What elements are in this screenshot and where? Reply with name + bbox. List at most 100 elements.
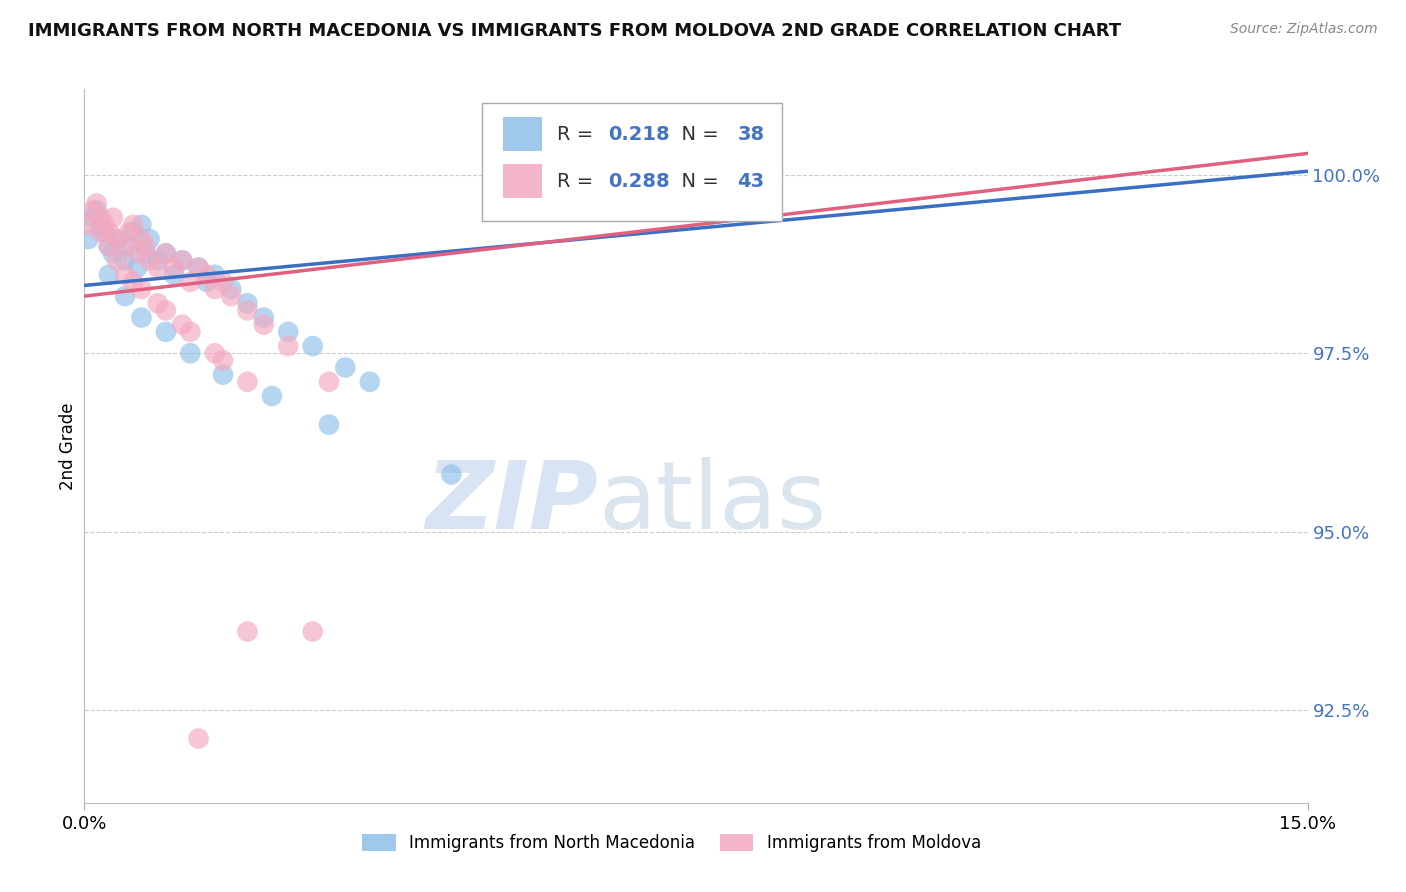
Point bbox=[172, 253, 194, 268]
Point bbox=[114, 289, 136, 303]
Point bbox=[118, 225, 141, 239]
Text: 38: 38 bbox=[738, 125, 765, 144]
Point bbox=[97, 239, 120, 253]
Point bbox=[86, 203, 108, 218]
Point bbox=[131, 218, 153, 232]
Point bbox=[90, 211, 112, 225]
Point bbox=[101, 211, 124, 225]
Point bbox=[77, 218, 100, 232]
Point bbox=[131, 232, 153, 246]
Point bbox=[101, 246, 124, 260]
Text: 0.288: 0.288 bbox=[607, 172, 669, 192]
Point bbox=[172, 253, 194, 268]
FancyBboxPatch shape bbox=[482, 103, 782, 221]
Point bbox=[301, 624, 323, 639]
Point bbox=[212, 275, 235, 289]
Point bbox=[301, 339, 323, 353]
Point bbox=[97, 225, 120, 239]
Point bbox=[97, 268, 120, 282]
Point bbox=[127, 260, 149, 275]
Point bbox=[118, 239, 141, 253]
Point bbox=[204, 282, 226, 296]
Point bbox=[204, 268, 226, 282]
Text: ZIP: ZIP bbox=[425, 457, 598, 549]
Point bbox=[122, 225, 145, 239]
Point bbox=[179, 325, 201, 339]
Legend: Immigrants from North Macedonia, Immigrants from Moldova: Immigrants from North Macedonia, Immigra… bbox=[356, 827, 987, 859]
Point bbox=[82, 203, 104, 218]
Point bbox=[440, 467, 463, 482]
Point bbox=[105, 253, 128, 268]
Point bbox=[236, 296, 259, 310]
Point bbox=[97, 239, 120, 253]
Point bbox=[318, 417, 340, 432]
Point bbox=[135, 239, 157, 253]
Point bbox=[195, 275, 218, 289]
Point bbox=[138, 253, 160, 268]
Point bbox=[90, 225, 112, 239]
Point bbox=[135, 246, 157, 260]
Bar bbox=[503, 117, 541, 152]
Point bbox=[212, 368, 235, 382]
Point bbox=[179, 346, 201, 360]
Point bbox=[212, 353, 235, 368]
Text: R =: R = bbox=[557, 172, 599, 192]
Point bbox=[93, 218, 115, 232]
Point bbox=[131, 282, 153, 296]
Point bbox=[318, 375, 340, 389]
Point bbox=[114, 268, 136, 282]
Point bbox=[277, 339, 299, 353]
Point bbox=[127, 246, 149, 260]
Point bbox=[187, 260, 209, 275]
Point bbox=[122, 218, 145, 232]
Point bbox=[155, 246, 177, 260]
Point bbox=[219, 282, 242, 296]
Point bbox=[86, 196, 108, 211]
Point bbox=[114, 239, 136, 253]
Point bbox=[146, 296, 169, 310]
Point bbox=[90, 218, 112, 232]
Text: 0.218: 0.218 bbox=[607, 125, 669, 144]
Point bbox=[93, 225, 115, 239]
Point bbox=[219, 289, 242, 303]
Text: N =: N = bbox=[669, 125, 725, 144]
Point bbox=[335, 360, 357, 375]
Text: N =: N = bbox=[669, 172, 725, 192]
Point bbox=[195, 268, 218, 282]
Text: Source: ZipAtlas.com: Source: ZipAtlas.com bbox=[1230, 22, 1378, 37]
Point bbox=[236, 375, 259, 389]
Point bbox=[187, 731, 209, 746]
Text: R =: R = bbox=[557, 125, 599, 144]
Point bbox=[179, 275, 201, 289]
Point bbox=[163, 260, 186, 275]
Point bbox=[236, 303, 259, 318]
Point bbox=[253, 310, 276, 325]
Point bbox=[155, 325, 177, 339]
Bar bbox=[503, 164, 541, 198]
Text: atlas: atlas bbox=[598, 457, 827, 549]
Point bbox=[187, 260, 209, 275]
Point bbox=[77, 232, 100, 246]
Point bbox=[114, 253, 136, 268]
Point bbox=[146, 260, 169, 275]
Point bbox=[172, 318, 194, 332]
Point bbox=[105, 232, 128, 246]
Point bbox=[260, 389, 283, 403]
Point bbox=[155, 246, 177, 260]
Text: 43: 43 bbox=[738, 172, 765, 192]
Point bbox=[277, 325, 299, 339]
Text: IMMIGRANTS FROM NORTH MACEDONIA VS IMMIGRANTS FROM MOLDOVA 2ND GRADE CORRELATION: IMMIGRANTS FROM NORTH MACEDONIA VS IMMIG… bbox=[28, 22, 1121, 40]
Point bbox=[131, 310, 153, 325]
Point bbox=[163, 268, 186, 282]
Point bbox=[359, 375, 381, 389]
Point bbox=[204, 346, 226, 360]
Point bbox=[82, 211, 104, 225]
Point bbox=[236, 624, 259, 639]
Point bbox=[253, 318, 276, 332]
Point bbox=[138, 232, 160, 246]
Point bbox=[146, 253, 169, 268]
Point bbox=[155, 303, 177, 318]
Y-axis label: 2nd Grade: 2nd Grade bbox=[59, 402, 77, 490]
Point bbox=[105, 232, 128, 246]
Point bbox=[122, 275, 145, 289]
